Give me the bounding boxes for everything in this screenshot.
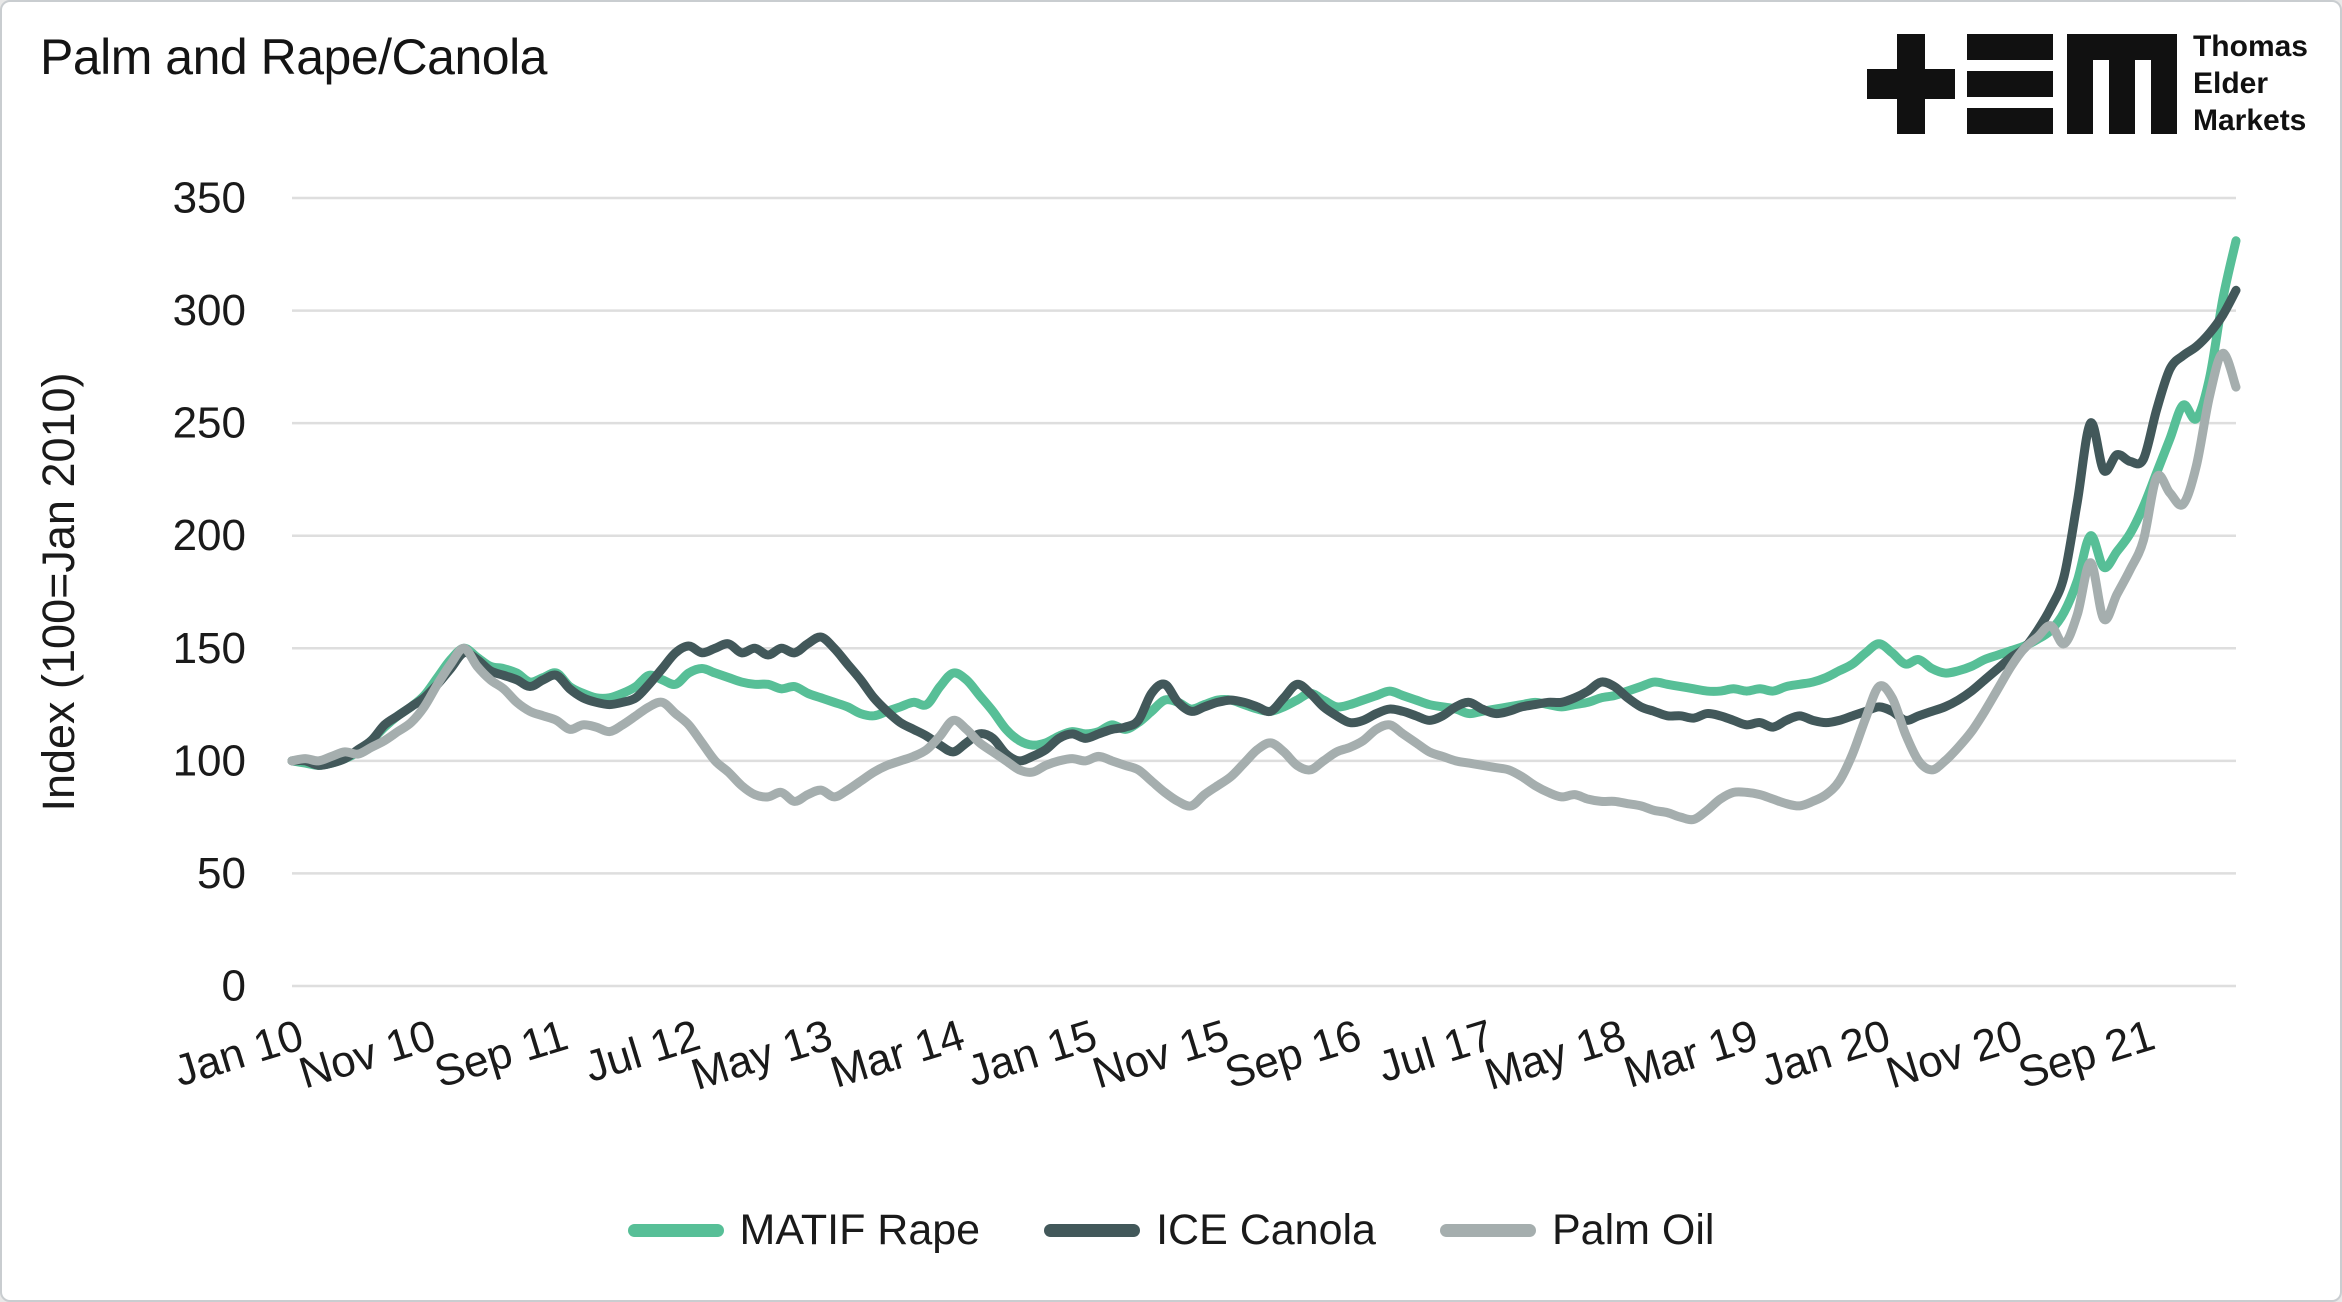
y-axis-label: Index (100=Jan 2010): [33, 372, 84, 811]
x-tick-label: Jan 20: [1755, 1011, 1896, 1096]
x-tick-label: Mar 19: [1618, 1011, 1763, 1098]
logo-line-3: Markets: [2192, 104, 2307, 137]
legend-swatch: [627, 1223, 724, 1237]
series-line-palm-oil: [287, 348, 2241, 825]
x-tick-label: Jul 12: [579, 1011, 706, 1092]
y-tick-label: 50: [197, 849, 246, 898]
tem-monogram-icon: [1866, 33, 2177, 134]
x-tick-label: Sep 21: [2013, 1011, 2161, 1099]
y-tick-label: 350: [173, 174, 246, 223]
series-line-matif-rape: [287, 236, 2241, 770]
legend-label: ICE Canola: [1156, 1205, 1376, 1254]
y-tick-label: 200: [173, 511, 246, 560]
legend-item-ice-canola: ICE Canola: [1044, 1206, 1376, 1255]
legend-label: Palm Oil: [1551, 1205, 1715, 1254]
y-tick-label: 250: [173, 399, 246, 448]
legend-swatch: [1439, 1223, 1536, 1237]
x-tick-label: May 18: [1479, 1011, 1631, 1100]
x-tick-label: Jan 15: [962, 1011, 1103, 1096]
tem-logo: Thomas Elder Markets: [1866, 28, 2308, 139]
x-tick-label: Jan 10: [168, 1011, 309, 1096]
y-tick-label: 100: [173, 736, 246, 785]
x-tick-label: Jul 17: [1373, 1011, 1500, 1092]
legend-swatch: [1044, 1223, 1141, 1237]
series-line-ice-canola: [287, 285, 2241, 770]
x-tick-label: Nov 15: [1087, 1011, 1235, 1099]
x-tick-label: May 13: [686, 1011, 838, 1100]
x-tick-label: Sep 11: [429, 1011, 574, 1098]
x-tick-label: Sep 16: [1219, 1011, 1367, 1099]
x-tick-label: Mar 14: [825, 1011, 970, 1098]
y-tick-label: 150: [173, 624, 246, 673]
y-tick-label: 0: [222, 962, 246, 1011]
legend-label: MATIF Rape: [739, 1205, 981, 1254]
logo-line-1: Thomas: [2192, 30, 2308, 63]
chart-legend: MATIF Rape ICE Canola Palm Oil: [2, 1194, 2340, 1266]
y-tick-label: 300: [173, 286, 246, 335]
logo-line-2: Elder: [2192, 67, 2268, 100]
logo-wordmark: Thomas Elder Markets: [2193, 28, 2308, 139]
legend-item-matif-rape: MATIF Rape: [627, 1205, 981, 1255]
x-tick-label: Nov 10: [294, 1011, 442, 1099]
page-title: Palm and Rape/Canola: [40, 29, 548, 85]
x-tick-label: Nov 20: [1880, 1011, 2028, 1099]
legend-item-palm-oil: Palm Oil: [1439, 1205, 1715, 1255]
